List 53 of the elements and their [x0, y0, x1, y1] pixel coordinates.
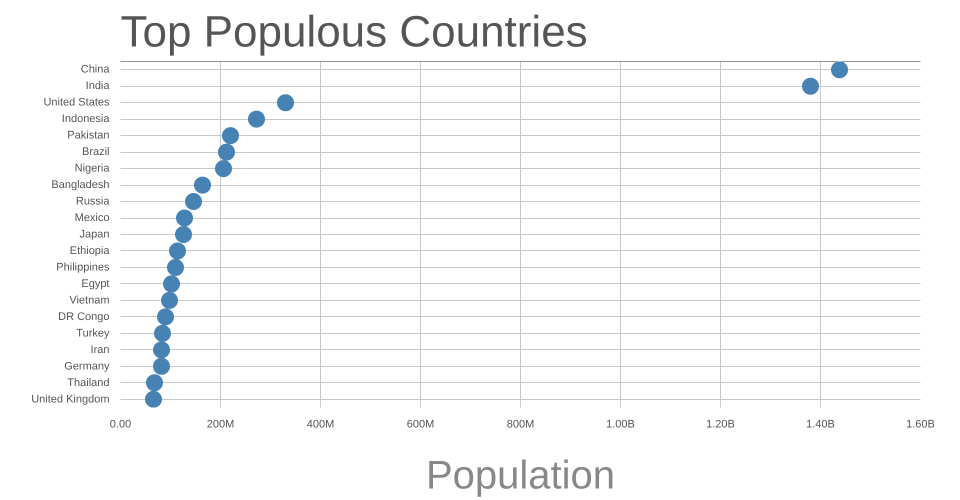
point — [146, 374, 163, 392]
y-tick-label: Iran — [90, 344, 110, 356]
y-tick-label: Germany — [64, 360, 110, 372]
point — [161, 292, 178, 309]
y-tick-label: Nigeria — [74, 162, 110, 175]
y-tick-label: India — [86, 80, 110, 92]
y-tick-label: DR Congo — [58, 310, 110, 323]
point — [175, 226, 192, 243]
x-tick-label: 0.00 — [110, 418, 132, 430]
x-tick-label: 1.40B — [806, 418, 835, 430]
point — [157, 308, 174, 326]
y-tick-label: Philippines — [56, 261, 110, 274]
y-tick-label: Mexico — [74, 212, 110, 224]
x-tick-label: 600M — [406, 418, 434, 430]
y-tick-label: United Kingdom — [31, 393, 110, 406]
point — [248, 110, 265, 128]
y-tick-label: Turkey — [76, 327, 110, 340]
x-tick-label: 800M — [506, 418, 534, 430]
point — [831, 62, 848, 78]
point — [194, 176, 211, 194]
y-tick-label: Ethiopia — [70, 244, 110, 257]
chart-title: Top Populous Countries — [120, 8, 588, 56]
x-axis-title: Population — [426, 454, 616, 498]
y-tick-label: Vietnam — [69, 294, 110, 306]
x-tick-label: 1.00B — [606, 418, 635, 430]
point — [167, 258, 184, 276]
point — [145, 390, 162, 408]
point — [176, 210, 193, 227]
point — [215, 160, 232, 178]
point — [154, 324, 171, 342]
point — [153, 358, 170, 375]
point — [163, 275, 180, 292]
y-tick-label: Brazil — [82, 146, 110, 158]
x-tick-label: 400M — [306, 418, 334, 430]
y-tick-label: Japan — [80, 228, 110, 240]
point — [218, 144, 235, 161]
y-tick-label: China — [80, 64, 110, 76]
point — [277, 94, 294, 112]
x-tick-label: 1.60B — [906, 418, 935, 430]
y-tick-label: Bangladesh — [51, 179, 110, 192]
y-tick-label: United States — [43, 96, 110, 109]
point — [802, 78, 819, 95]
point — [222, 127, 239, 144]
x-tick-label: 1.20B — [706, 418, 735, 430]
y-tick-label: Egypt — [81, 278, 110, 290]
x-tick-label: 200M — [206, 418, 234, 430]
y-tick-label: Russia — [76, 196, 110, 208]
y-tick-label: Pakistan — [67, 130, 110, 142]
point — [153, 341, 170, 358]
y-tick-label: Thailand — [67, 376, 110, 389]
point — [169, 242, 186, 260]
y-tick-label: Indonesia — [62, 113, 110, 126]
point — [185, 193, 202, 210]
